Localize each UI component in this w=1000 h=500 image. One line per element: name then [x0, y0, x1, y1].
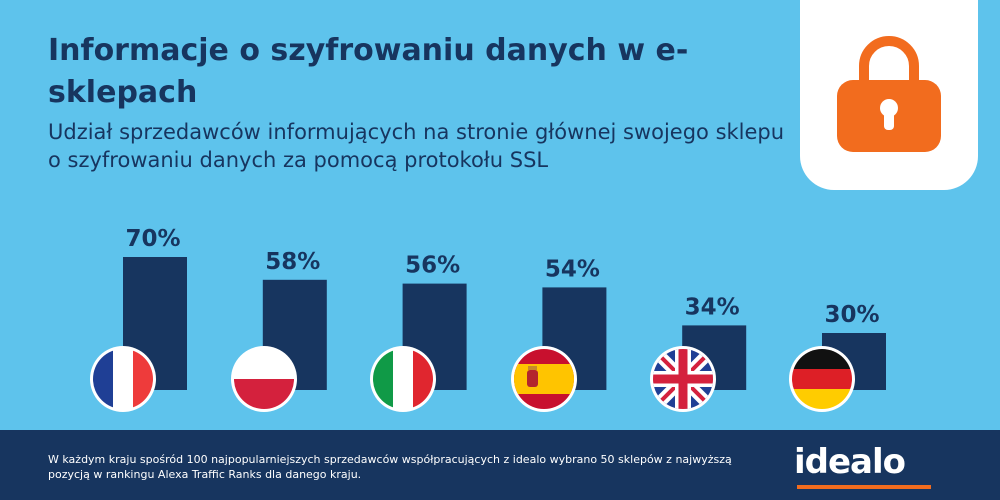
value-label: 56%	[405, 253, 460, 279]
germany-flag-icon	[789, 346, 855, 412]
bar-chart: 70% 58% 56% 54% 34% 30%	[90, 226, 886, 412]
spain-flag-icon	[511, 346, 577, 412]
footnote: W każdym kraju spośród 100 najpopularnie…	[48, 453, 732, 481]
value-label: 30%	[824, 302, 879, 328]
page-subtitle: Udział sprzedawców informujących na stro…	[48, 120, 785, 172]
value-label: 54%	[545, 256, 600, 282]
value-label: 34%	[685, 294, 740, 320]
value-labels-layer: 70% 58% 56% 54% 34% 30%	[125, 226, 879, 328]
page-title: Informacje o szyfrowaniu danych w e-skle…	[48, 33, 689, 110]
logo-underline	[797, 485, 931, 489]
poland-flag-icon	[231, 346, 297, 412]
value-label: 58%	[265, 249, 320, 275]
footer: W każdym kraju spośród 100 najpopularnie…	[0, 430, 1000, 500]
lock-icon	[837, 36, 941, 152]
value-label: 70%	[125, 226, 180, 252]
idealo-logo: idealo	[794, 442, 906, 482]
france-flag-icon	[90, 346, 156, 412]
italy-flag-icon	[370, 346, 436, 412]
uk-flag-icon	[650, 346, 716, 412]
lock-card	[800, 0, 978, 190]
